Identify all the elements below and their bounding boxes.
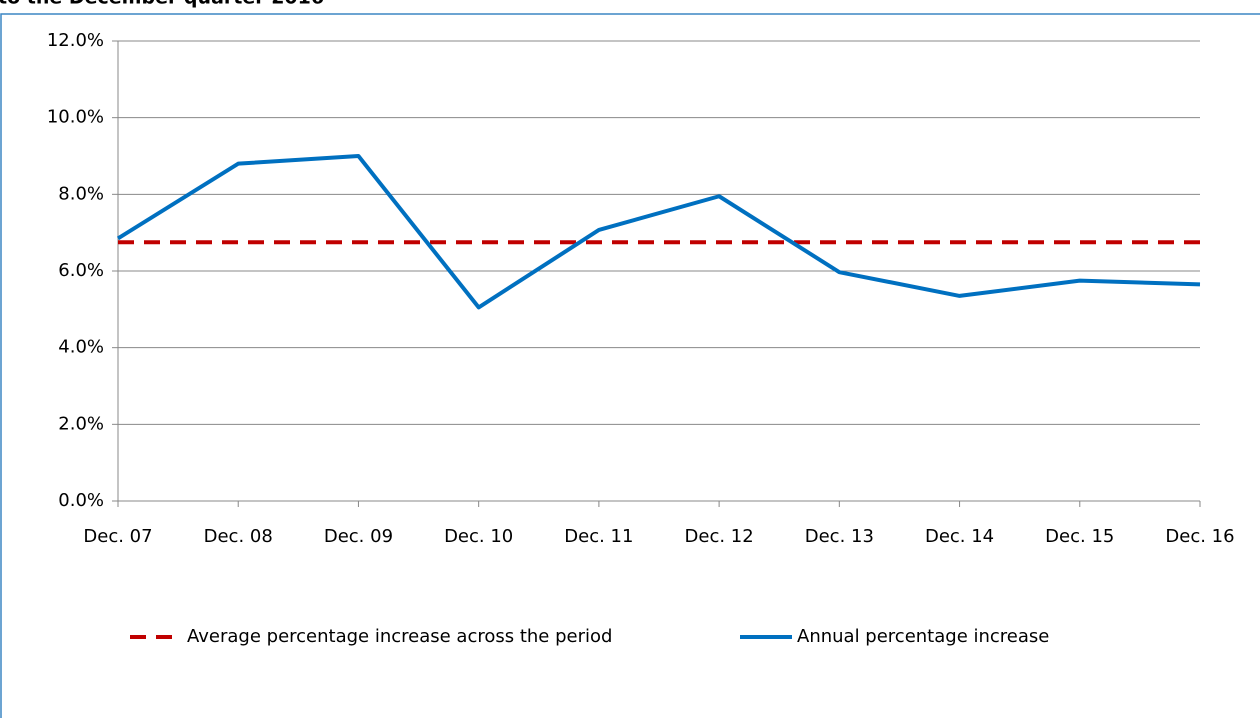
y-tick-label: 8.0% bbox=[58, 183, 104, 204]
chart-title: to the December quarter 2016 bbox=[0, 0, 324, 9]
y-tick-label: 6.0% bbox=[58, 260, 104, 281]
x-tick-label: Dec. 12 bbox=[685, 526, 754, 547]
y-tick-label: 12.0% bbox=[47, 30, 104, 51]
x-tick-label: Dec. 08 bbox=[204, 526, 273, 547]
y-tick-label: 4.0% bbox=[58, 337, 104, 358]
x-tick-label: Dec. 15 bbox=[1045, 526, 1114, 547]
legend-label: Average percentage increase across the p… bbox=[187, 626, 612, 647]
x-tick-label: Dec. 11 bbox=[564, 526, 633, 547]
x-tick-label: Dec. 09 bbox=[324, 526, 393, 547]
chart-frame bbox=[0, 13, 1260, 718]
x-tick-label: Dec. 14 bbox=[925, 526, 994, 547]
legend-label: Annual percentage increase bbox=[797, 626, 1049, 647]
line-series bbox=[116, 154, 1201, 310]
y-tick-label: 10.0% bbox=[47, 107, 104, 128]
y-tick-label: 0.0% bbox=[58, 490, 104, 511]
x-tick-label: Dec. 07 bbox=[83, 526, 152, 547]
x-tick-label: Dec. 10 bbox=[444, 526, 513, 547]
x-tick-label: Dec. 13 bbox=[805, 526, 874, 547]
y-tick-label: 2.0% bbox=[58, 413, 104, 434]
x-tick-label: Dec. 16 bbox=[1165, 526, 1234, 547]
